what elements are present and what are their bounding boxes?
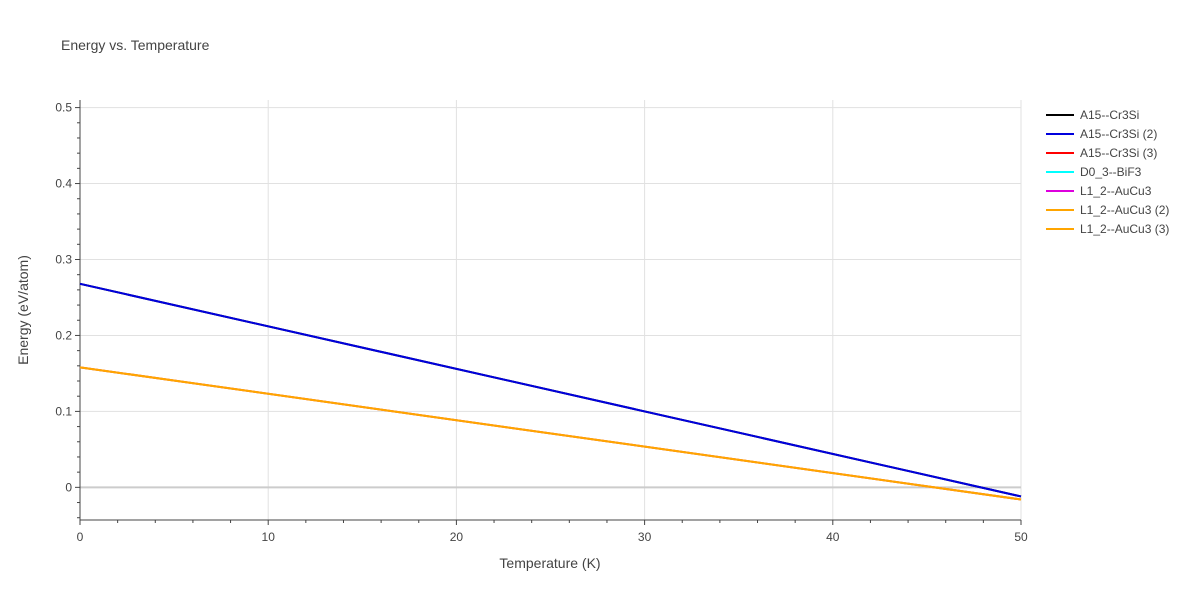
legend-item[interactable]: A15--Cr3Si (3) — [1046, 146, 1157, 160]
x-tick-label: 0 — [77, 530, 84, 544]
x-tick-label: 50 — [1014, 530, 1028, 544]
legend[interactable]: A15--Cr3Si A15--Cr3Si (2) A15--Cr3Si (3) D0… — [1046, 108, 1169, 236]
x-tick-label: 10 — [262, 530, 276, 544]
legend-label: D0_3--BiF3 — [1080, 165, 1142, 179]
legend-label: A15--Cr3Si (2) — [1080, 127, 1157, 141]
legend-label: L1_2--AuCu3 (3) — [1080, 222, 1169, 236]
chart-title: Energy vs. Temperature — [61, 37, 210, 53]
y-tick-label: 0.2 — [55, 328, 72, 342]
y-axis-title: Energy (eV/atom) — [15, 255, 31, 365]
legend-label: A15--Cr3Si (3) — [1080, 146, 1157, 160]
y-tick-label: 0.4 — [55, 177, 72, 191]
x-tick-label: 20 — [450, 530, 464, 544]
x-axis-title: Temperature (K) — [499, 555, 600, 571]
y-tick-label: 0.3 — [55, 252, 72, 266]
legend-item[interactable]: D0_3--BiF3 — [1046, 165, 1142, 179]
legend-label: A15--Cr3Si — [1080, 108, 1139, 122]
axes — [75, 100, 1022, 525]
y-tick-label: 0.1 — [55, 404, 72, 418]
legend-item[interactable]: A15--Cr3Si — [1046, 108, 1139, 122]
series-line-a15-cr3si-2- — [79, 282, 1022, 498]
legend-item[interactable]: A15--Cr3Si (2) — [1046, 127, 1157, 141]
legend-item[interactable]: L1_2--AuCu3 — [1046, 184, 1152, 198]
legend-label: L1_2--AuCu3 (2) — [1080, 203, 1169, 217]
series-lines — [79, 282, 1022, 501]
legend-label: L1_2--AuCu3 — [1080, 184, 1152, 198]
y-tick-label: 0 — [65, 480, 72, 494]
legend-item[interactable]: L1_2--AuCu3 (3) — [1046, 222, 1169, 236]
x-tick-label: 30 — [638, 530, 652, 544]
y-tick-label: 0.5 — [55, 101, 72, 115]
legend-item[interactable]: L1_2--AuCu3 (2) — [1046, 203, 1169, 217]
tick-labels: 0 10 20 30 40 50 0 0.1 0.2 0.3 0.4 0.5 — [55, 101, 1028, 544]
grid-lines — [80, 100, 1022, 520]
series-line-l1-2-aucu3-3- — [79, 366, 1022, 501]
x-tick-label: 40 — [826, 530, 840, 544]
